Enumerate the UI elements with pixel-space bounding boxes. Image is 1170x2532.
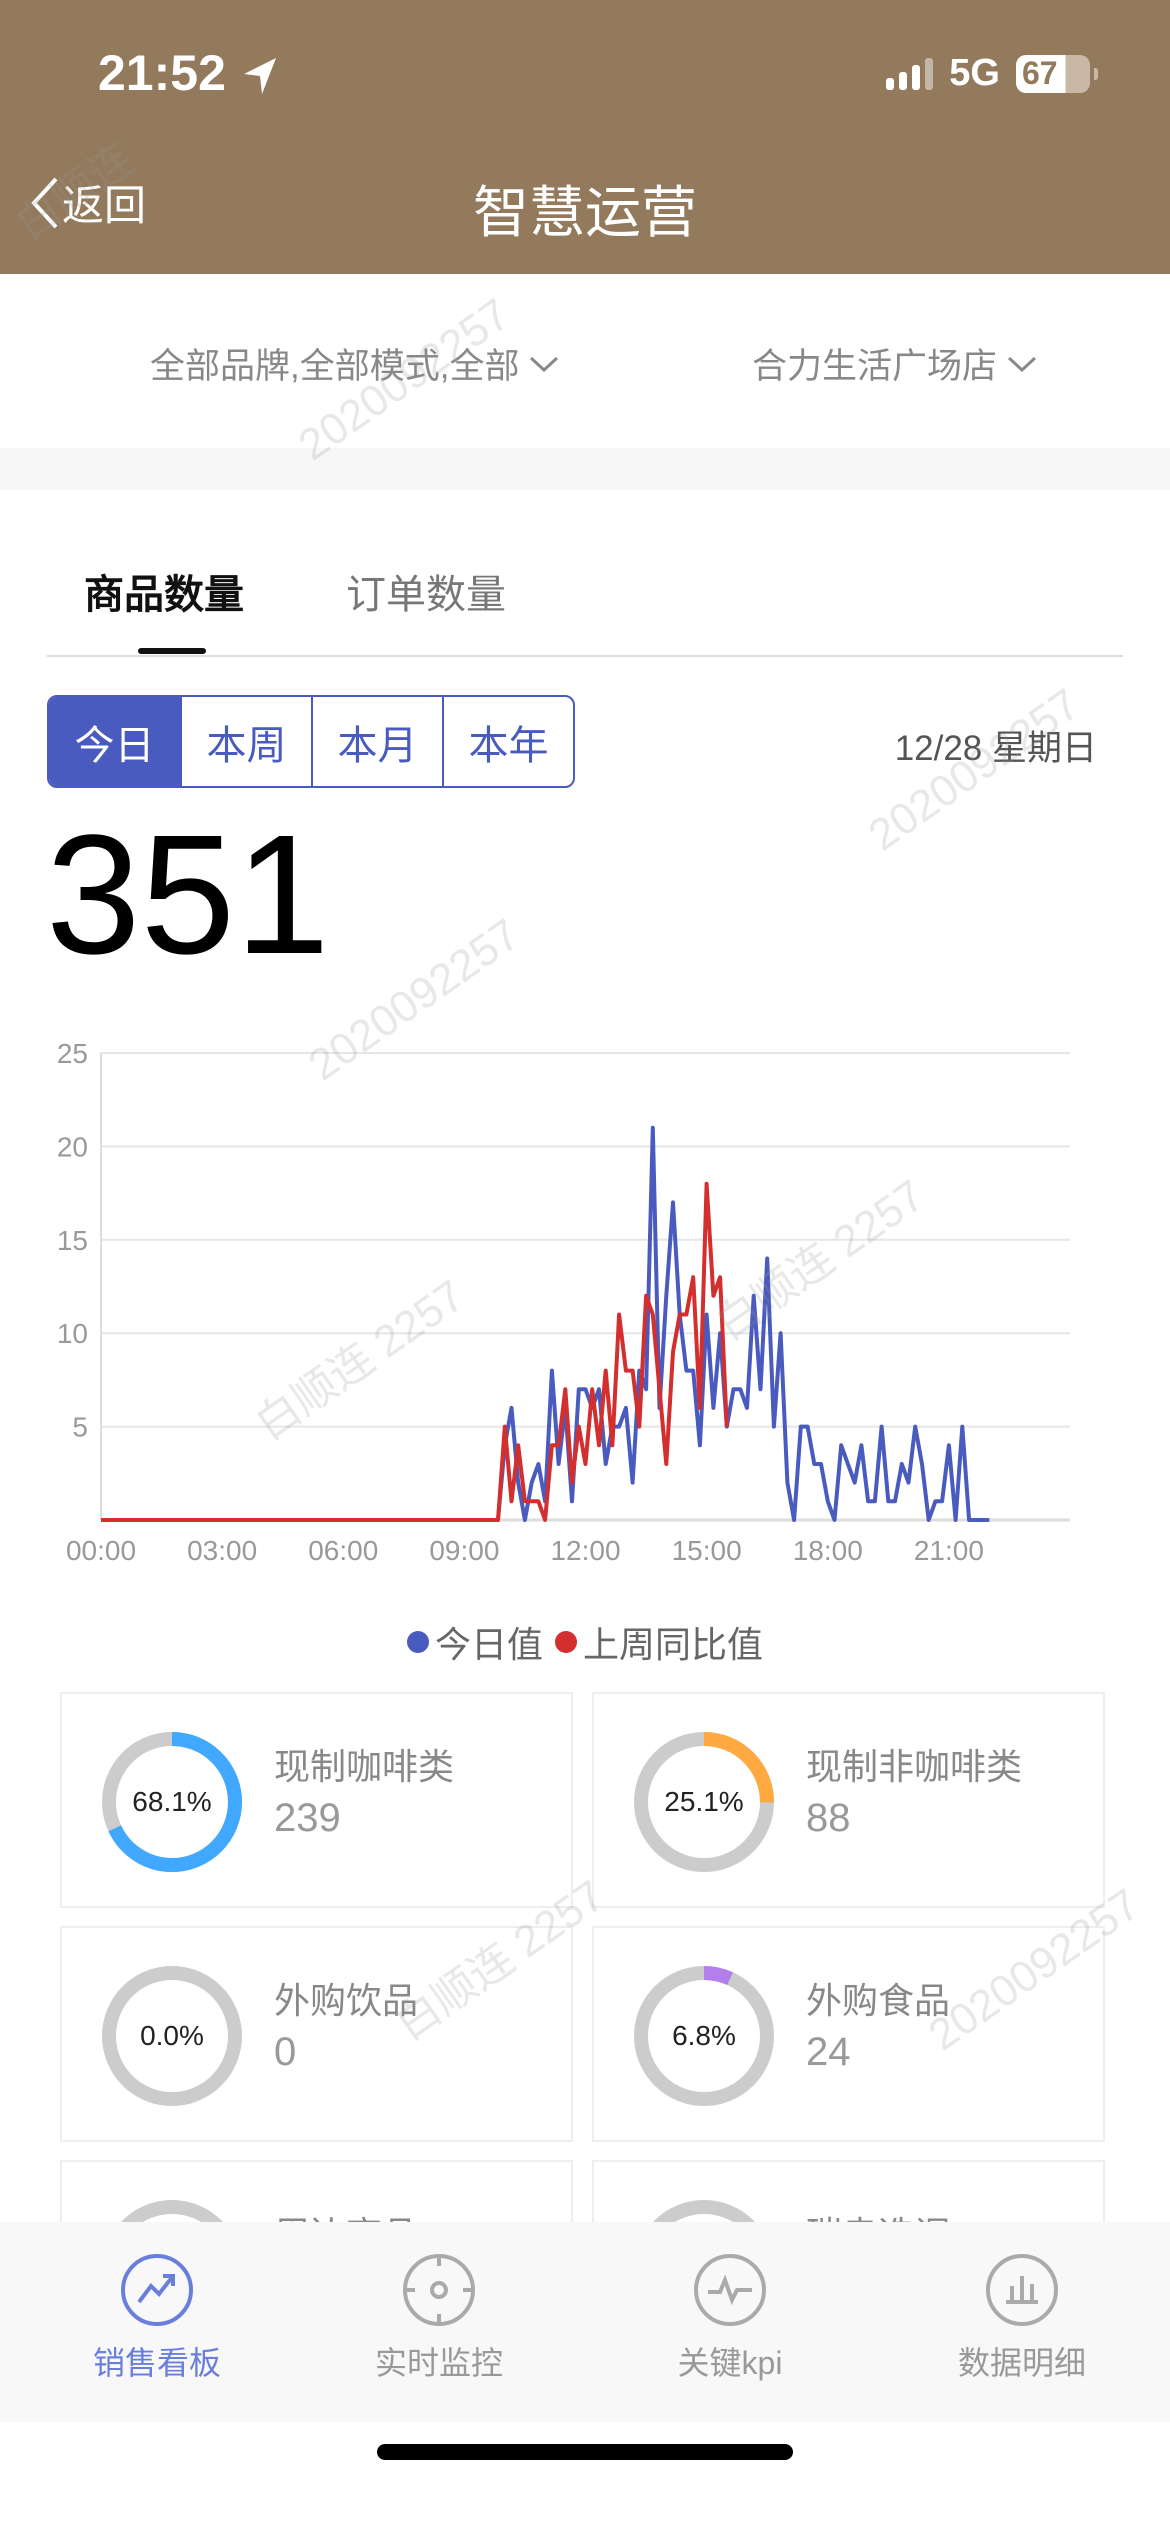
tab-product-count[interactable]: 商品数量 (84, 573, 244, 617)
category-percent: 6.8% (672, 2020, 736, 2051)
category-card[interactable]: 6.8% 外购食品 24 (592, 1926, 1105, 2142)
series-line-today (101, 1125, 990, 1522)
donut-chart (634, 1732, 774, 1872)
home-indicator[interactable] (377, 2444, 793, 2460)
category-value: 88 (806, 1796, 851, 1840)
y-tick-label: 20 (57, 1131, 88, 1162)
crosshair-target-icon (403, 2254, 475, 2326)
current-date: 12/28 星期日 (894, 729, 1097, 768)
series-line-last-week (101, 1181, 729, 1522)
legend-label: 今日值 (434, 1624, 543, 1665)
category-name: 现制非咖啡类 (806, 1746, 1023, 1787)
status-time: 21:52 (98, 45, 226, 101)
total-count: 351 (46, 800, 330, 990)
y-tick-label: 25 (57, 1038, 88, 1069)
battery-level: 67 (1022, 55, 1058, 91)
donut-chart (102, 1966, 242, 2106)
filter-bar: 全部品牌,全部模式,全部 合力生活广场店 (0, 274, 1170, 448)
pulse-icon (694, 2254, 766, 2326)
donut-fill (634, 1732, 774, 1872)
line-chart: 5 10 15 20 25 00:00 03:00 06:00 09:00 12:00 15:00 1… (57, 1038, 1070, 1566)
category-percent: 68.1% (132, 1786, 212, 1817)
chevron-left-icon (31, 177, 58, 228)
x-tick-label: 21:00 (914, 1535, 984, 1566)
period-month-button[interactable]: 本月 (311, 697, 442, 786)
page-title: 智慧运营 (473, 181, 697, 244)
battery-icon: 67 (1016, 54, 1098, 93)
chevron-down-icon (1007, 356, 1037, 372)
tab-realtime-monitor[interactable]: 实时监控 (329, 2222, 549, 2422)
store-filter[interactable]: 合力生活广场店 (752, 338, 1037, 389)
tab-label: 实时监控 (374, 2345, 503, 2381)
app-header: 21:52 5G 67 返回 智慧运营 (0, 0, 1170, 274)
tab-sales-dashboard[interactable]: 销售看板 (47, 2222, 267, 2422)
chart-legend: 今日值 上周同比值 (0, 1616, 1170, 1668)
period-today-button[interactable]: 今日 (49, 697, 180, 786)
x-tick-label: 00:00 (66, 1535, 136, 1566)
donut-chart (634, 1966, 774, 2106)
bottom-tab-bar: 销售看板 实时监控 关键kpi 数据明细 (0, 2222, 1170, 2422)
x-tick-label: 03:00 (187, 1535, 257, 1566)
category-card[interactable]: 68.1% 现制咖啡类 239 (60, 1692, 573, 1908)
tab-label: 关键kpi (677, 2345, 783, 2381)
chevron-down-icon (530, 356, 559, 372)
tab-label: 数据明细 (957, 2345, 1086, 2381)
category-value: 239 (274, 1796, 341, 1840)
signal-icon (886, 57, 934, 90)
tab-divider (47, 655, 1123, 657)
bar-chart-icon (986, 2254, 1058, 2326)
donut-chart (102, 1732, 242, 1872)
period-selector: 今日 本周 本月 本年 (47, 695, 575, 788)
legend-label: 上周同比值 (583, 1624, 764, 1665)
back-button[interactable]: 返回 (28, 172, 146, 233)
network-type: 5G (949, 52, 1000, 94)
category-card[interactable]: 25.1% 现制非咖啡类 88 (592, 1692, 1105, 1908)
x-tick-label: 12:00 (550, 1535, 620, 1566)
y-tick-label: 5 (72, 1412, 88, 1443)
donut-fill (634, 1966, 774, 2106)
x-tick-label: 09:00 (429, 1535, 499, 1566)
back-label: 返回 (62, 182, 147, 229)
status-indicators: 5G 67 (886, 52, 1098, 95)
active-tab-indicator (138, 648, 206, 654)
category-card[interactable]: 0.0% 外购饮品 0 (60, 1926, 573, 2142)
tab-key-kpi[interactable]: 关键kpi (620, 2222, 840, 2422)
category-value: 0 (274, 2030, 297, 2074)
y-tick-label: 15 (57, 1225, 88, 1256)
legend-dot-last-week (555, 1631, 577, 1653)
y-tick-label: 10 (57, 1318, 88, 1349)
category-percent: 0.0% (140, 2020, 204, 2051)
legend-today[interactable]: 今日值 (406, 1616, 543, 1668)
tab-label: 销售看板 (92, 2345, 221, 2381)
store-label: 合力生活广场店 (752, 347, 998, 386)
period-year-button[interactable]: 本年 (442, 697, 573, 786)
tab-order-count[interactable]: 订单数量 (346, 573, 506, 617)
legend-last-week[interactable]: 上周同比值 (555, 1616, 763, 1668)
legend-dot-today (406, 1631, 429, 1653)
trend-chart-icon (121, 2254, 193, 2326)
category-name: 外购食品 (806, 1980, 951, 2021)
category-value: 24 (806, 2030, 851, 2074)
section-divider (0, 448, 1170, 490)
period-week-button[interactable]: 本周 (180, 697, 311, 786)
category-percent: 25.1% (664, 1786, 744, 1817)
x-tick-label: 15:00 (672, 1535, 742, 1566)
brand-mode-filter[interactable]: 全部品牌,全部模式,全部 (150, 338, 559, 389)
donut-track (102, 1966, 242, 2106)
location-arrow-icon (244, 58, 276, 94)
category-name: 现制咖啡类 (274, 1746, 455, 1787)
x-tick-label: 06:00 (308, 1535, 378, 1566)
brand-mode-label: 全部品牌,全部模式,全部 (150, 347, 520, 386)
donut-fill (102, 1732, 242, 1872)
x-tick-label: 18:00 (793, 1535, 863, 1566)
tab-data-detail[interactable]: 数据明细 (912, 2222, 1132, 2422)
category-name: 外购饮品 (274, 1980, 419, 2021)
